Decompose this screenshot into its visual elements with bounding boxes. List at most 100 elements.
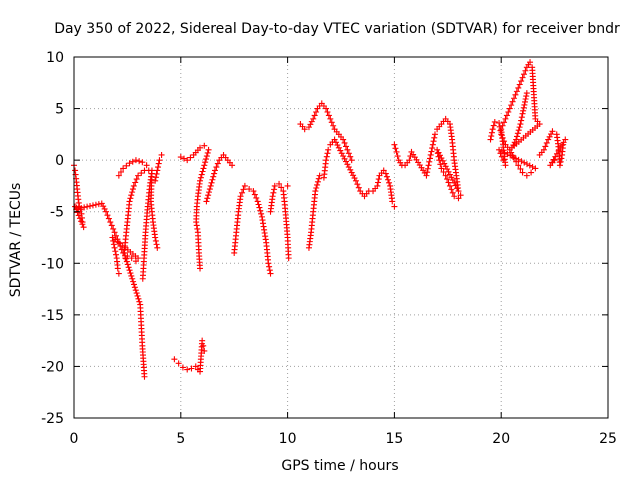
data-point [123, 258, 130, 265]
data-point [429, 141, 436, 148]
data-point [201, 162, 208, 169]
y-tick-label: -5 [50, 205, 64, 221]
data-point [520, 107, 527, 114]
data-point [205, 146, 212, 153]
x-tick-label: 5 [176, 431, 185, 447]
data-point [444, 166, 451, 173]
data-point [75, 212, 82, 219]
data-point [184, 366, 191, 373]
data-point [344, 146, 351, 153]
data-point [240, 186, 247, 193]
data-point [455, 195, 462, 202]
data-point [516, 124, 523, 131]
data-point [331, 136, 338, 143]
data-point [126, 160, 133, 167]
data-point [201, 347, 208, 354]
data-point [109, 234, 116, 241]
data-point [100, 203, 107, 210]
data-point [324, 109, 331, 116]
data-point [527, 59, 534, 66]
data-point [271, 182, 278, 189]
data-point [175, 360, 182, 367]
data-point [203, 156, 210, 163]
x-axis-label: GPS time / hours [281, 458, 398, 474]
data-point [340, 136, 347, 143]
data-point [78, 204, 85, 211]
data-point [311, 112, 318, 119]
data-point [439, 157, 446, 164]
data-point [523, 90, 530, 97]
data-point [202, 159, 209, 166]
data-point [551, 157, 558, 164]
data-point [437, 161, 444, 168]
data-point [440, 169, 447, 176]
data-point [446, 171, 453, 178]
data-point [338, 150, 345, 157]
data-point [446, 182, 453, 189]
data-point [342, 158, 349, 165]
data-point [278, 184, 285, 191]
data-point [444, 176, 451, 183]
data-point [177, 154, 184, 161]
data-point [323, 105, 330, 112]
data-point [110, 237, 117, 244]
data-point [344, 161, 351, 168]
y-tick-label: -25 [41, 411, 64, 427]
data-point [253, 194, 260, 201]
data-point [391, 141, 398, 148]
data-point [199, 337, 206, 344]
data-point [508, 149, 515, 156]
data-point [428, 148, 435, 155]
data-point [523, 93, 530, 100]
data-point [345, 164, 352, 171]
data-point [457, 192, 464, 199]
data-point [333, 139, 340, 146]
y-tick-label: 5 [55, 102, 64, 118]
data-point [114, 265, 121, 272]
data-point [152, 237, 159, 244]
data-point [445, 179, 452, 186]
data-point [515, 162, 522, 169]
data-point [518, 158, 525, 165]
x-tick-label: 10 [279, 431, 297, 447]
data-point [449, 177, 456, 184]
data-point [314, 178, 321, 185]
data-point [335, 144, 342, 151]
y-tick-label: -10 [41, 256, 64, 272]
data-point [424, 169, 431, 176]
data-point [269, 193, 276, 200]
data-point [354, 181, 361, 188]
data-point [188, 365, 195, 372]
data-point [199, 168, 206, 175]
data-point [532, 165, 539, 172]
data-point [181, 155, 188, 162]
data-point [204, 195, 211, 202]
data-point [115, 270, 122, 277]
data-point [337, 147, 344, 154]
data-point [229, 162, 236, 169]
data-point [312, 188, 319, 195]
data-point [315, 175, 322, 182]
data-point [135, 172, 142, 179]
data-point [375, 176, 382, 183]
data-point [355, 184, 362, 191]
data-point [75, 205, 82, 212]
data-point [526, 162, 533, 169]
data-point [352, 177, 359, 184]
data-point [76, 215, 83, 222]
data-point [448, 186, 455, 193]
data-point [134, 292, 141, 299]
data-point [128, 272, 135, 279]
data-point [135, 295, 142, 302]
data-point [426, 158, 433, 165]
data-point [200, 165, 207, 172]
data-point [522, 95, 529, 102]
y-tick-label: -15 [41, 308, 64, 324]
data-point [203, 198, 210, 205]
data-point [154, 167, 161, 174]
data-point [184, 157, 191, 164]
data-point [266, 267, 273, 274]
data-point [101, 205, 108, 212]
data-point [95, 201, 102, 208]
data-point [127, 195, 134, 202]
